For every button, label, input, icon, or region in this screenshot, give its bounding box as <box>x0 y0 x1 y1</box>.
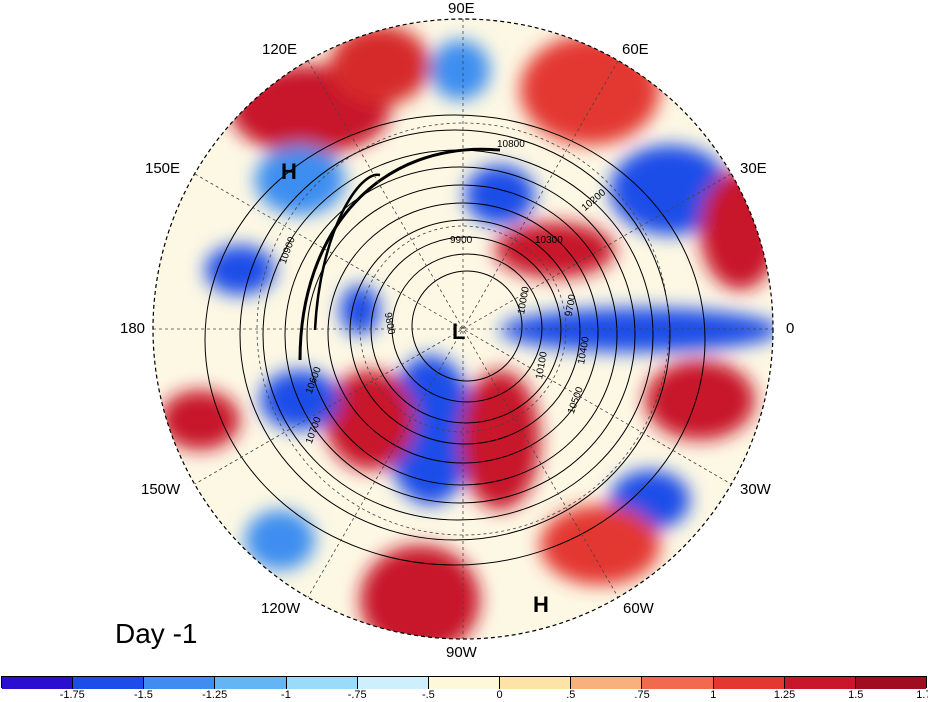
map-boundary <box>152 18 774 640</box>
high-pressure-marker: H <box>281 159 297 184</box>
colorbar-tick-label: -1 <box>281 689 291 701</box>
contour-label: 10300 <box>535 235 563 246</box>
lon-label-120e: 120E <box>262 41 298 58</box>
colorbar-tick-label: 1.75 <box>916 689 928 701</box>
colorbar-tick-label: .75 <box>634 689 650 701</box>
graticule <box>153 19 773 639</box>
colorbar <box>1 676 927 689</box>
panel-label: Day -1 <box>115 618 198 649</box>
colorbar-swatch <box>215 677 287 689</box>
lon-label-60w: 60W <box>623 600 654 617</box>
colorbar-tick-label: -1.75 <box>59 689 85 701</box>
lon-label-150w: 150W <box>141 481 181 498</box>
anomaly-field <box>153 19 773 639</box>
contour-label: 10800 <box>497 139 525 150</box>
lon-label-30e: 30E <box>740 160 767 177</box>
lon-label-0: 0 <box>786 320 795 337</box>
colorbar-swatch <box>73 677 145 689</box>
contour-label: 9900 <box>450 235 473 246</box>
colorbar-swatch <box>571 677 643 689</box>
lon-label-180: 180 <box>120 320 146 337</box>
lon-label-150e: 150E <box>145 160 181 177</box>
colorbar-tick-label: 1.25 <box>773 689 796 701</box>
lon-label-60e: 60E <box>622 41 649 58</box>
colorbar-swatch <box>713 677 785 689</box>
low-pressure-marker: L <box>452 319 466 344</box>
colorbar-swatch <box>144 677 216 689</box>
colorbar-tick-label: -.75 <box>347 689 367 701</box>
colorbar-tick-label: .5 <box>566 689 576 701</box>
colorbar-tick-label: 0 <box>496 689 503 701</box>
colorbar-swatch <box>286 677 358 689</box>
lon-label-90w: 90W <box>446 644 477 661</box>
colorbar-tick-label: -.5 <box>421 689 435 701</box>
colorbar-tick-label: -1.25 <box>202 689 228 701</box>
colorbar-swatch <box>500 677 572 689</box>
colorbar-swatch <box>855 677 927 689</box>
colorbar-swatch <box>784 677 856 689</box>
lon-label-30w: 30W <box>740 481 771 498</box>
colorbar-swatch <box>642 677 714 689</box>
high-pressure-marker: H <box>533 592 549 617</box>
lon-label-120w: 120W <box>261 600 301 617</box>
colorbar-swatch <box>2 677 74 689</box>
lon-label-90e: 90E <box>448 0 475 17</box>
colorbar-tick-label: 1.5 <box>848 689 864 701</box>
colorbar-swatch <box>428 677 501 689</box>
colorbar-tick-label: 1 <box>710 689 717 701</box>
colorbar-swatch <box>357 677 429 689</box>
colorbar-tick-label: -1.5 <box>133 689 153 701</box>
